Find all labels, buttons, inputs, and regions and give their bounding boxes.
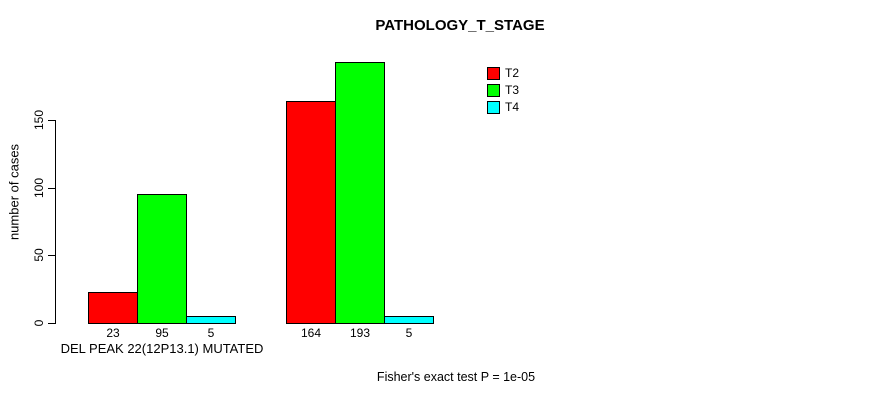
y-axis-line: [55, 120, 56, 324]
bar-value-label: 5: [405, 326, 413, 340]
y-axis-label: number of cases: [6, 143, 22, 241]
y-tick-mark: [48, 120, 55, 121]
y-tick-label: 100: [32, 177, 46, 199]
bar-value-label: 193: [349, 326, 371, 340]
bar-value-label: 164: [300, 326, 322, 340]
x-group-label: DEL PEAK 22(12P13.1) MUTATED: [60, 341, 264, 356]
bar-value-label: 23: [106, 326, 120, 340]
y-tick-label: 0: [32, 319, 46, 327]
bar-t3: [137, 194, 187, 324]
legend-swatch-t3: [487, 84, 500, 97]
bar-t4: [384, 316, 434, 324]
chart-title: PATHOLOGY_T_STAGE: [375, 17, 545, 34]
pvalue-footer: Fisher's exact test P = 1e-05: [376, 370, 536, 384]
legend-label-t3: T3: [505, 83, 520, 97]
bar-t2: [286, 101, 336, 324]
bar-value-label: 95: [155, 326, 169, 340]
legend-swatch-t4: [487, 101, 500, 114]
y-tick-label: 50: [32, 248, 46, 262]
bar-t2: [88, 292, 138, 324]
legend-swatch-t2: [487, 67, 500, 80]
legend-label-t4: T4: [505, 100, 520, 114]
bar-t4: [186, 316, 236, 324]
bar-value-label: 5: [207, 326, 215, 340]
legend-label-t2: T2: [505, 66, 520, 80]
y-tick-mark: [48, 188, 55, 189]
y-tick-mark: [48, 323, 55, 324]
y-tick-mark: [48, 255, 55, 256]
bar-t3: [335, 62, 385, 324]
y-tick-label: 150: [32, 109, 46, 131]
